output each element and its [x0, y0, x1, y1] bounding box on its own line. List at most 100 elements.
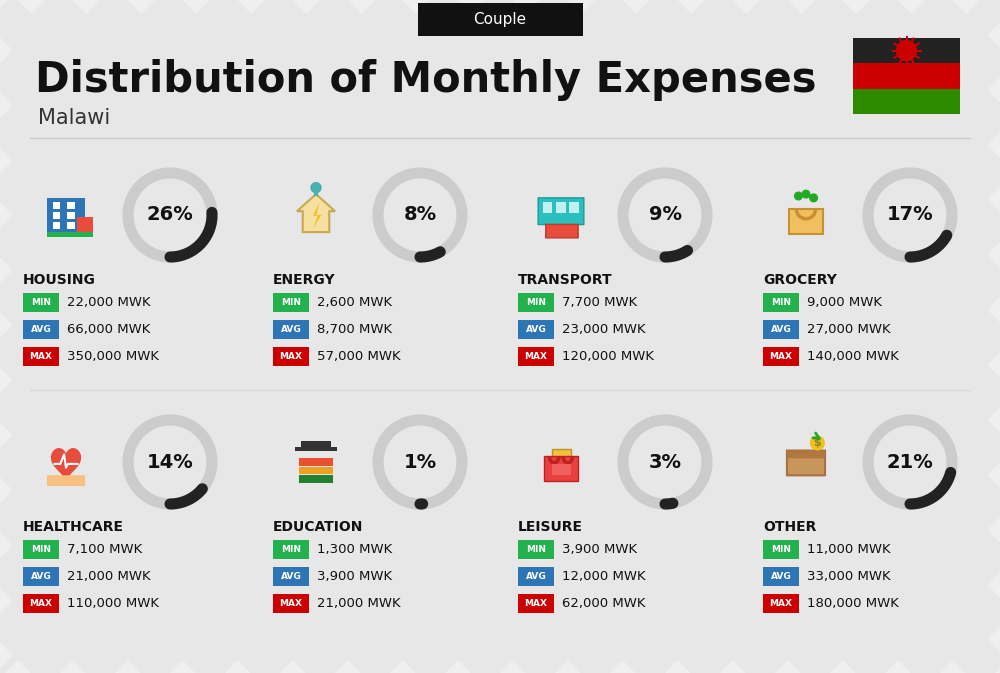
- FancyBboxPatch shape: [67, 222, 75, 229]
- Polygon shape: [297, 194, 335, 232]
- Text: MIN: MIN: [771, 545, 791, 554]
- Text: 1%: 1%: [403, 452, 437, 472]
- FancyBboxPatch shape: [23, 567, 59, 586]
- FancyBboxPatch shape: [569, 202, 579, 213]
- Circle shape: [311, 182, 321, 192]
- Text: 120,000 MWK: 120,000 MWK: [562, 350, 654, 363]
- Text: AVG: AVG: [771, 325, 791, 334]
- Text: MAX: MAX: [280, 599, 302, 608]
- FancyBboxPatch shape: [47, 198, 85, 232]
- Text: MAX: MAX: [30, 352, 52, 361]
- FancyBboxPatch shape: [787, 450, 825, 475]
- Text: 33,000 MWK: 33,000 MWK: [807, 570, 891, 583]
- Text: 180,000 MWK: 180,000 MWK: [807, 597, 899, 610]
- FancyBboxPatch shape: [763, 540, 799, 559]
- FancyBboxPatch shape: [273, 320, 309, 339]
- Text: 350,000 MWK: 350,000 MWK: [67, 350, 159, 363]
- FancyBboxPatch shape: [67, 212, 75, 219]
- Text: MIN: MIN: [771, 298, 791, 307]
- Text: OTHER: OTHER: [763, 520, 816, 534]
- Text: 21%: 21%: [887, 452, 933, 472]
- Text: 7,700 MWK: 7,700 MWK: [562, 296, 637, 309]
- Text: AVG: AVG: [526, 572, 546, 581]
- Text: MAX: MAX: [30, 599, 52, 608]
- Text: MAX: MAX: [524, 352, 548, 361]
- FancyBboxPatch shape: [518, 594, 554, 613]
- Text: 14%: 14%: [147, 452, 193, 472]
- Text: MAX: MAX: [524, 599, 548, 608]
- Text: LEISURE: LEISURE: [518, 520, 583, 534]
- Text: 62,000 MWK: 62,000 MWK: [562, 597, 646, 610]
- Polygon shape: [313, 203, 321, 228]
- FancyBboxPatch shape: [518, 347, 554, 366]
- FancyBboxPatch shape: [787, 450, 825, 458]
- Text: 26%: 26%: [147, 205, 193, 225]
- FancyBboxPatch shape: [273, 347, 309, 366]
- FancyBboxPatch shape: [853, 63, 960, 89]
- Text: 21,000 MWK: 21,000 MWK: [67, 570, 151, 583]
- FancyBboxPatch shape: [763, 293, 799, 312]
- FancyBboxPatch shape: [544, 456, 578, 481]
- Text: 3%: 3%: [648, 452, 682, 472]
- Text: 1,300 MWK: 1,300 MWK: [317, 543, 392, 556]
- Text: 7,100 MWK: 7,100 MWK: [67, 543, 142, 556]
- Circle shape: [810, 194, 817, 202]
- FancyBboxPatch shape: [23, 347, 59, 366]
- Text: HOUSING: HOUSING: [23, 273, 96, 287]
- FancyBboxPatch shape: [763, 320, 799, 339]
- Text: AVG: AVG: [31, 572, 51, 581]
- FancyBboxPatch shape: [546, 225, 578, 238]
- Text: 11,000 MWK: 11,000 MWK: [807, 543, 891, 556]
- FancyBboxPatch shape: [53, 222, 60, 229]
- Text: GROCERY: GROCERY: [763, 273, 837, 287]
- FancyBboxPatch shape: [23, 594, 59, 613]
- FancyBboxPatch shape: [538, 198, 584, 225]
- FancyBboxPatch shape: [273, 594, 309, 613]
- Text: MIN: MIN: [526, 298, 546, 307]
- Text: ENERGY: ENERGY: [273, 273, 336, 287]
- Text: 110,000 MWK: 110,000 MWK: [67, 597, 159, 610]
- FancyBboxPatch shape: [53, 202, 60, 209]
- Text: MAX: MAX: [280, 352, 302, 361]
- Text: 140,000 MWK: 140,000 MWK: [807, 350, 899, 363]
- Polygon shape: [789, 209, 823, 234]
- FancyBboxPatch shape: [518, 320, 554, 339]
- Text: 17%: 17%: [887, 205, 933, 225]
- Text: EDUCATION: EDUCATION: [273, 520, 363, 534]
- FancyBboxPatch shape: [763, 347, 799, 366]
- FancyBboxPatch shape: [518, 540, 554, 559]
- FancyBboxPatch shape: [552, 449, 570, 468]
- Circle shape: [896, 40, 916, 61]
- Text: AVG: AVG: [281, 572, 301, 581]
- Circle shape: [811, 436, 824, 450]
- Text: Distribution of Monthly Expenses: Distribution of Monthly Expenses: [35, 59, 816, 101]
- Text: TRANSPORT: TRANSPORT: [518, 273, 613, 287]
- FancyBboxPatch shape: [23, 320, 59, 339]
- FancyBboxPatch shape: [273, 540, 309, 559]
- Text: 9,000 MWK: 9,000 MWK: [807, 296, 882, 309]
- FancyBboxPatch shape: [853, 89, 960, 114]
- FancyBboxPatch shape: [763, 567, 799, 586]
- Text: AVG: AVG: [31, 325, 51, 334]
- FancyBboxPatch shape: [763, 594, 799, 613]
- Text: AVG: AVG: [771, 572, 791, 581]
- Text: 21,000 MWK: 21,000 MWK: [317, 597, 401, 610]
- FancyBboxPatch shape: [295, 447, 337, 451]
- FancyBboxPatch shape: [47, 475, 85, 486]
- Text: 57,000 MWK: 57,000 MWK: [317, 350, 401, 363]
- Text: 66,000 MWK: 66,000 MWK: [67, 323, 150, 336]
- Text: MIN: MIN: [526, 545, 546, 554]
- FancyBboxPatch shape: [853, 38, 960, 63]
- FancyBboxPatch shape: [77, 217, 93, 232]
- Text: MIN: MIN: [31, 545, 51, 554]
- Text: $: $: [814, 438, 821, 448]
- Text: 27,000 MWK: 27,000 MWK: [807, 323, 891, 336]
- Text: MAX: MAX: [770, 352, 792, 361]
- Text: Malawi: Malawi: [38, 108, 110, 128]
- FancyBboxPatch shape: [543, 202, 552, 213]
- Text: 9%: 9%: [648, 205, 682, 225]
- FancyBboxPatch shape: [301, 441, 331, 448]
- FancyBboxPatch shape: [47, 232, 93, 237]
- Circle shape: [802, 190, 810, 198]
- Text: HEALTHCARE: HEALTHCARE: [23, 520, 124, 534]
